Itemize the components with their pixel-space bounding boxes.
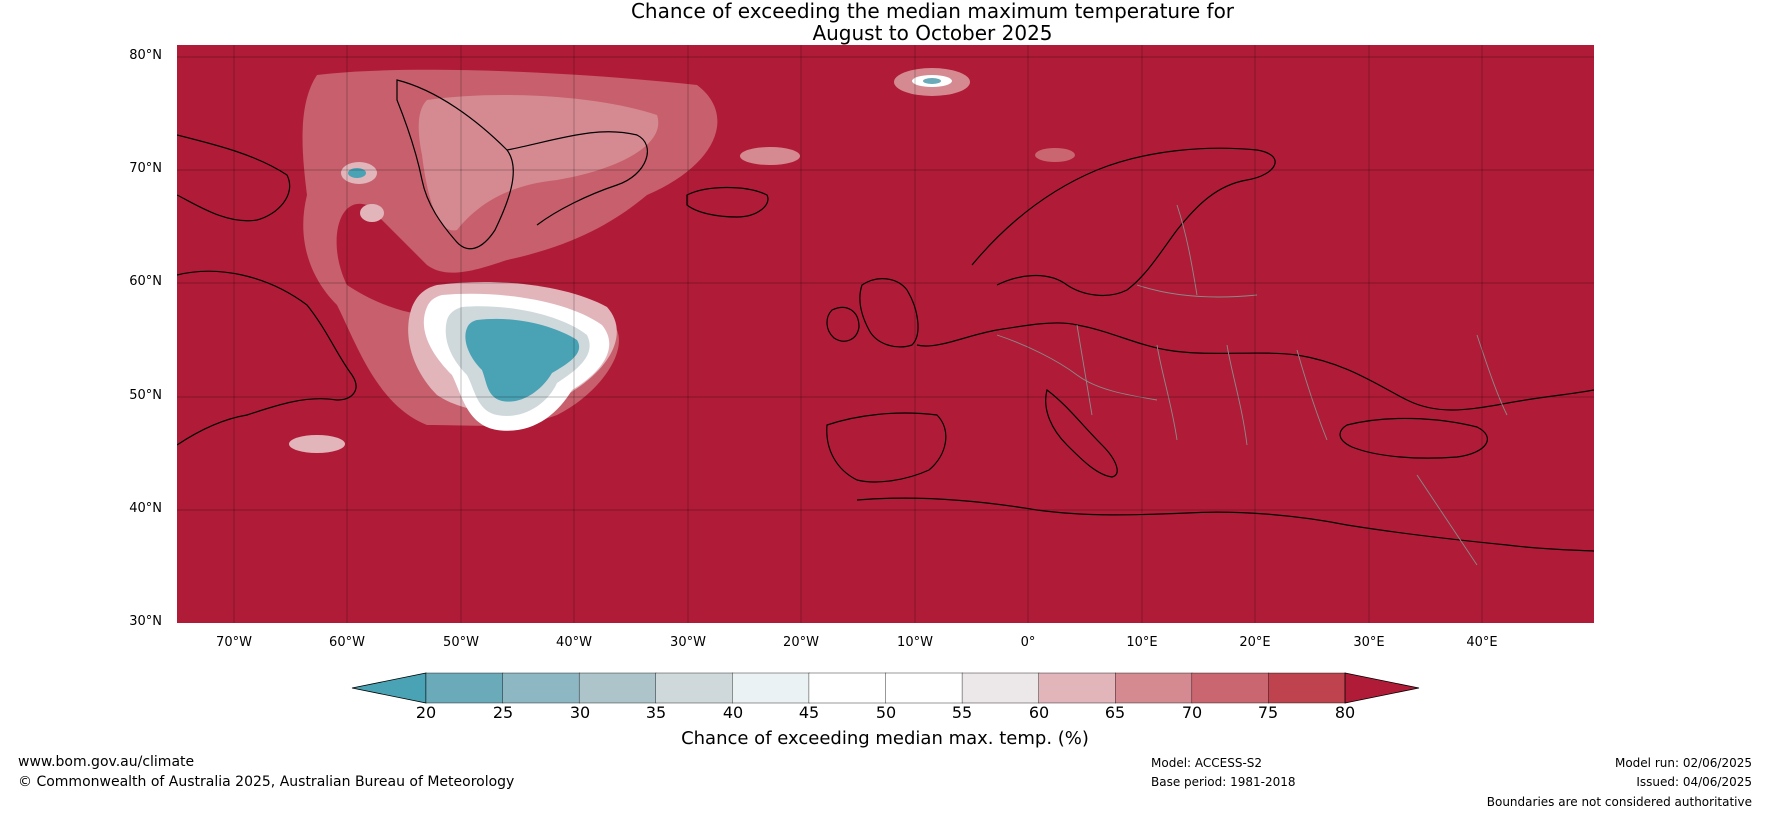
colorbar-tick-45: 45 (798, 703, 820, 722)
lat-label-60n: 60°N (129, 274, 162, 289)
colorbar (351, 672, 1420, 704)
base-period-text: Base period: 1981-2018 (1151, 775, 1296, 789)
coastline-greenland (396, 79, 514, 250)
probability-spot-jan-mayen (740, 147, 800, 165)
probability-region-70-75 (418, 95, 659, 231)
model-text: Model: ACCESS-S2 (1151, 756, 1263, 770)
colorbar-segment (655, 672, 734, 704)
map-title-line1: Chance of exceeding the median maximum t… (630, 0, 1235, 23)
probability-map[interactable] (177, 45, 1594, 623)
colorbar-segment (732, 672, 810, 704)
colorbar-tick-80: 80 (1334, 703, 1356, 722)
border-5 (1296, 349, 1328, 441)
probability-spot-norway-sea (1035, 148, 1075, 162)
country-borders (996, 204, 1508, 566)
colorbar-segment (1191, 672, 1270, 704)
colorbar-segments (351, 672, 1420, 704)
coastline-ireland (826, 306, 860, 342)
border-8 (1476, 334, 1508, 416)
colorbar-extension-low (351, 672, 427, 704)
colorbar-tick-65: 65 (1104, 703, 1126, 722)
colorbar-segment (1268, 672, 1346, 704)
lon-label-60w: 60°W (329, 635, 365, 650)
lon-label-10w: 10°W (897, 635, 933, 650)
lon-label-30e: 30°E (1353, 635, 1385, 650)
colorbar-tick-70: 70 (1181, 703, 1203, 722)
colorbar-tick-50: 50 (875, 703, 897, 722)
colorbar-tick-75: 75 (1257, 703, 1279, 722)
border-2 (1076, 324, 1093, 416)
colorbar-segment (1038, 672, 1116, 704)
graticule (177, 45, 1594, 623)
colorbar-segment (961, 672, 1040, 704)
coastline-black-sea (1339, 417, 1488, 459)
issued-text: Issued: 04/06/2025 (1636, 775, 1752, 789)
border-3 (1156, 344, 1178, 441)
lon-label-40e: 40°E (1466, 635, 1498, 650)
colorbar-segment (502, 672, 580, 704)
lon-label-40w: 40°W (556, 635, 592, 650)
colorbar-title: Chance of exceeding median max. temp. (%… (681, 728, 1089, 749)
map-canvas (177, 45, 1594, 623)
lon-label-50w: 50°W (443, 635, 479, 650)
coastline-iceland (686, 186, 769, 218)
colorbar-tick-35: 35 (645, 703, 667, 722)
colorbar-tick-20: 20 (415, 703, 437, 722)
colorbar-tick-30: 30 (569, 703, 591, 722)
coastline-italy (1045, 388, 1118, 478)
copyright-text: © Commonwealth of Australia 2025, Austra… (18, 774, 515, 790)
lon-label-30w: 30°W (670, 635, 706, 650)
lon-label-70w: 70°W (216, 635, 252, 650)
coastline-scandinavia (971, 147, 1276, 296)
coastline-mediterranean (856, 497, 1594, 552)
coastlines (177, 79, 1594, 552)
probability-spot-newfoundland (289, 435, 345, 453)
lon-label-0: 0° (1020, 635, 1036, 650)
lon-label-10e: 10°E (1126, 635, 1158, 650)
coastline-iberia (826, 412, 947, 483)
colorbar-segment (578, 672, 657, 704)
coastline-europe (916, 322, 1594, 411)
border-7 (1176, 204, 1198, 296)
lon-label-20w: 20°W (783, 635, 819, 650)
colorbar-segment (1115, 672, 1193, 704)
probability-spot-labrador (360, 204, 384, 222)
coastline-britain (859, 278, 919, 348)
website-link[interactable]: www.bom.gov.au/climate (18, 754, 195, 770)
lat-label-80n: 80°N (129, 48, 162, 63)
border-1 (996, 334, 1158, 401)
disclaimer-text: Boundaries are not considered authoritat… (1486, 795, 1752, 809)
lat-label-70n: 70°N (129, 161, 162, 176)
colorbar-segment (808, 672, 887, 704)
border-6 (1136, 284, 1258, 298)
lat-label-40n: 40°N (129, 501, 162, 516)
coastline-baffin (177, 134, 291, 222)
colorbar-extension-high (1344, 672, 1420, 704)
probability-region-20-30 (465, 318, 580, 402)
colorbar-segment (425, 672, 504, 704)
colorbar-segment (885, 672, 963, 704)
colorbar-tick-40: 40 (722, 703, 744, 722)
map-title: Chance of exceeding the median maximum t… (0, 0, 1770, 44)
colorbar-tick-60: 60 (1028, 703, 1050, 722)
probability-spot-svalbard-core (923, 78, 941, 84)
probability-spot-baffin-core (348, 168, 366, 178)
model-run-text: Model run: 02/06/2025 (1614, 756, 1752, 770)
lon-label-20e: 20°E (1239, 635, 1271, 650)
border-4 (1226, 344, 1248, 446)
coastline-labrador (177, 270, 357, 446)
lat-label-50n: 50°N (129, 388, 162, 403)
lat-label-30n: 30°N (129, 614, 162, 629)
colorbar-tick-55: 55 (951, 703, 973, 722)
map-title-line2: August to October 2025 (812, 21, 1053, 45)
coastline-greenland-east (506, 131, 648, 226)
colorbar-tick-25: 25 (492, 703, 514, 722)
border-9 (1416, 474, 1478, 566)
